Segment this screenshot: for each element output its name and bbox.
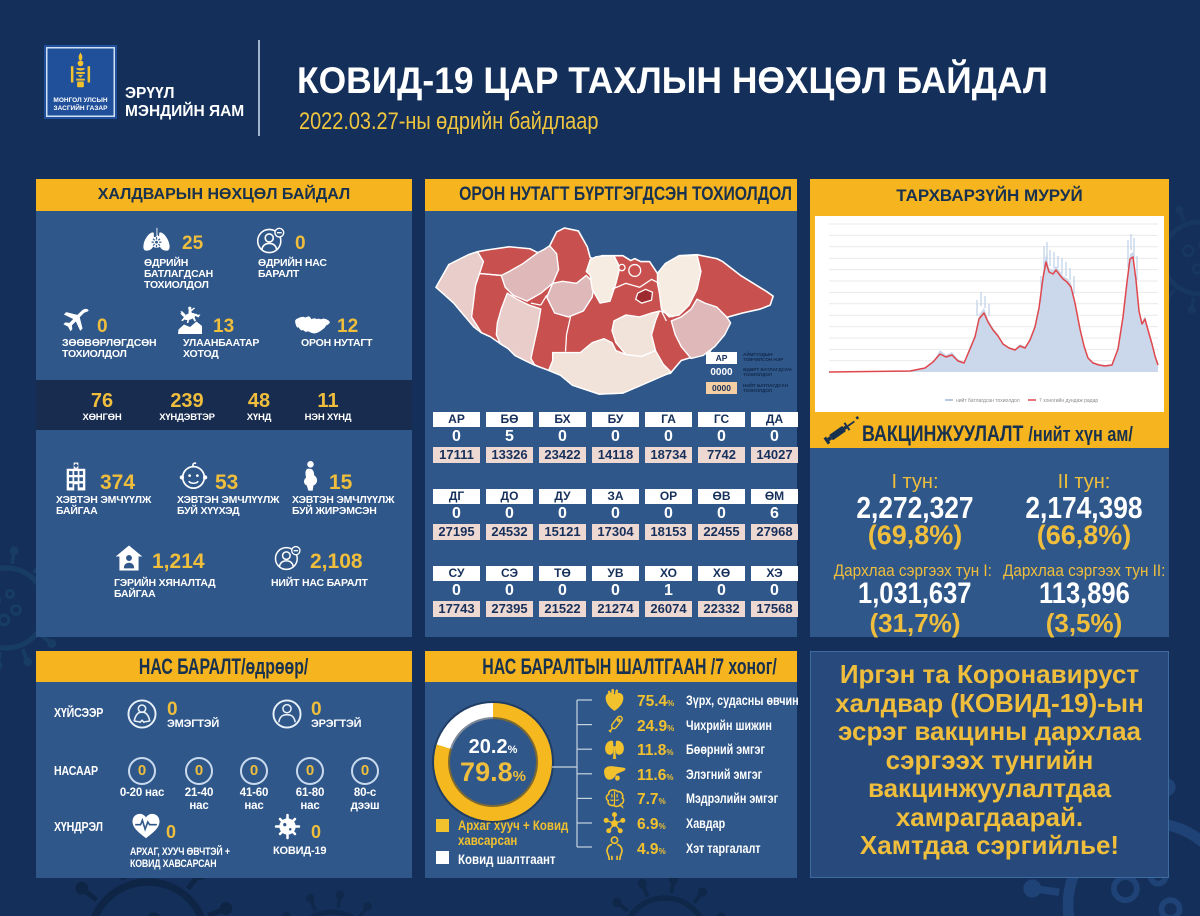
svg-text:7 хоногийн дундаж радар: 7 хоногийн дундаж радар [1039,397,1098,404]
svg-text:нийт батлагдсан тохиолдол: нийт батлагдсан тохиолдол [956,397,1020,404]
